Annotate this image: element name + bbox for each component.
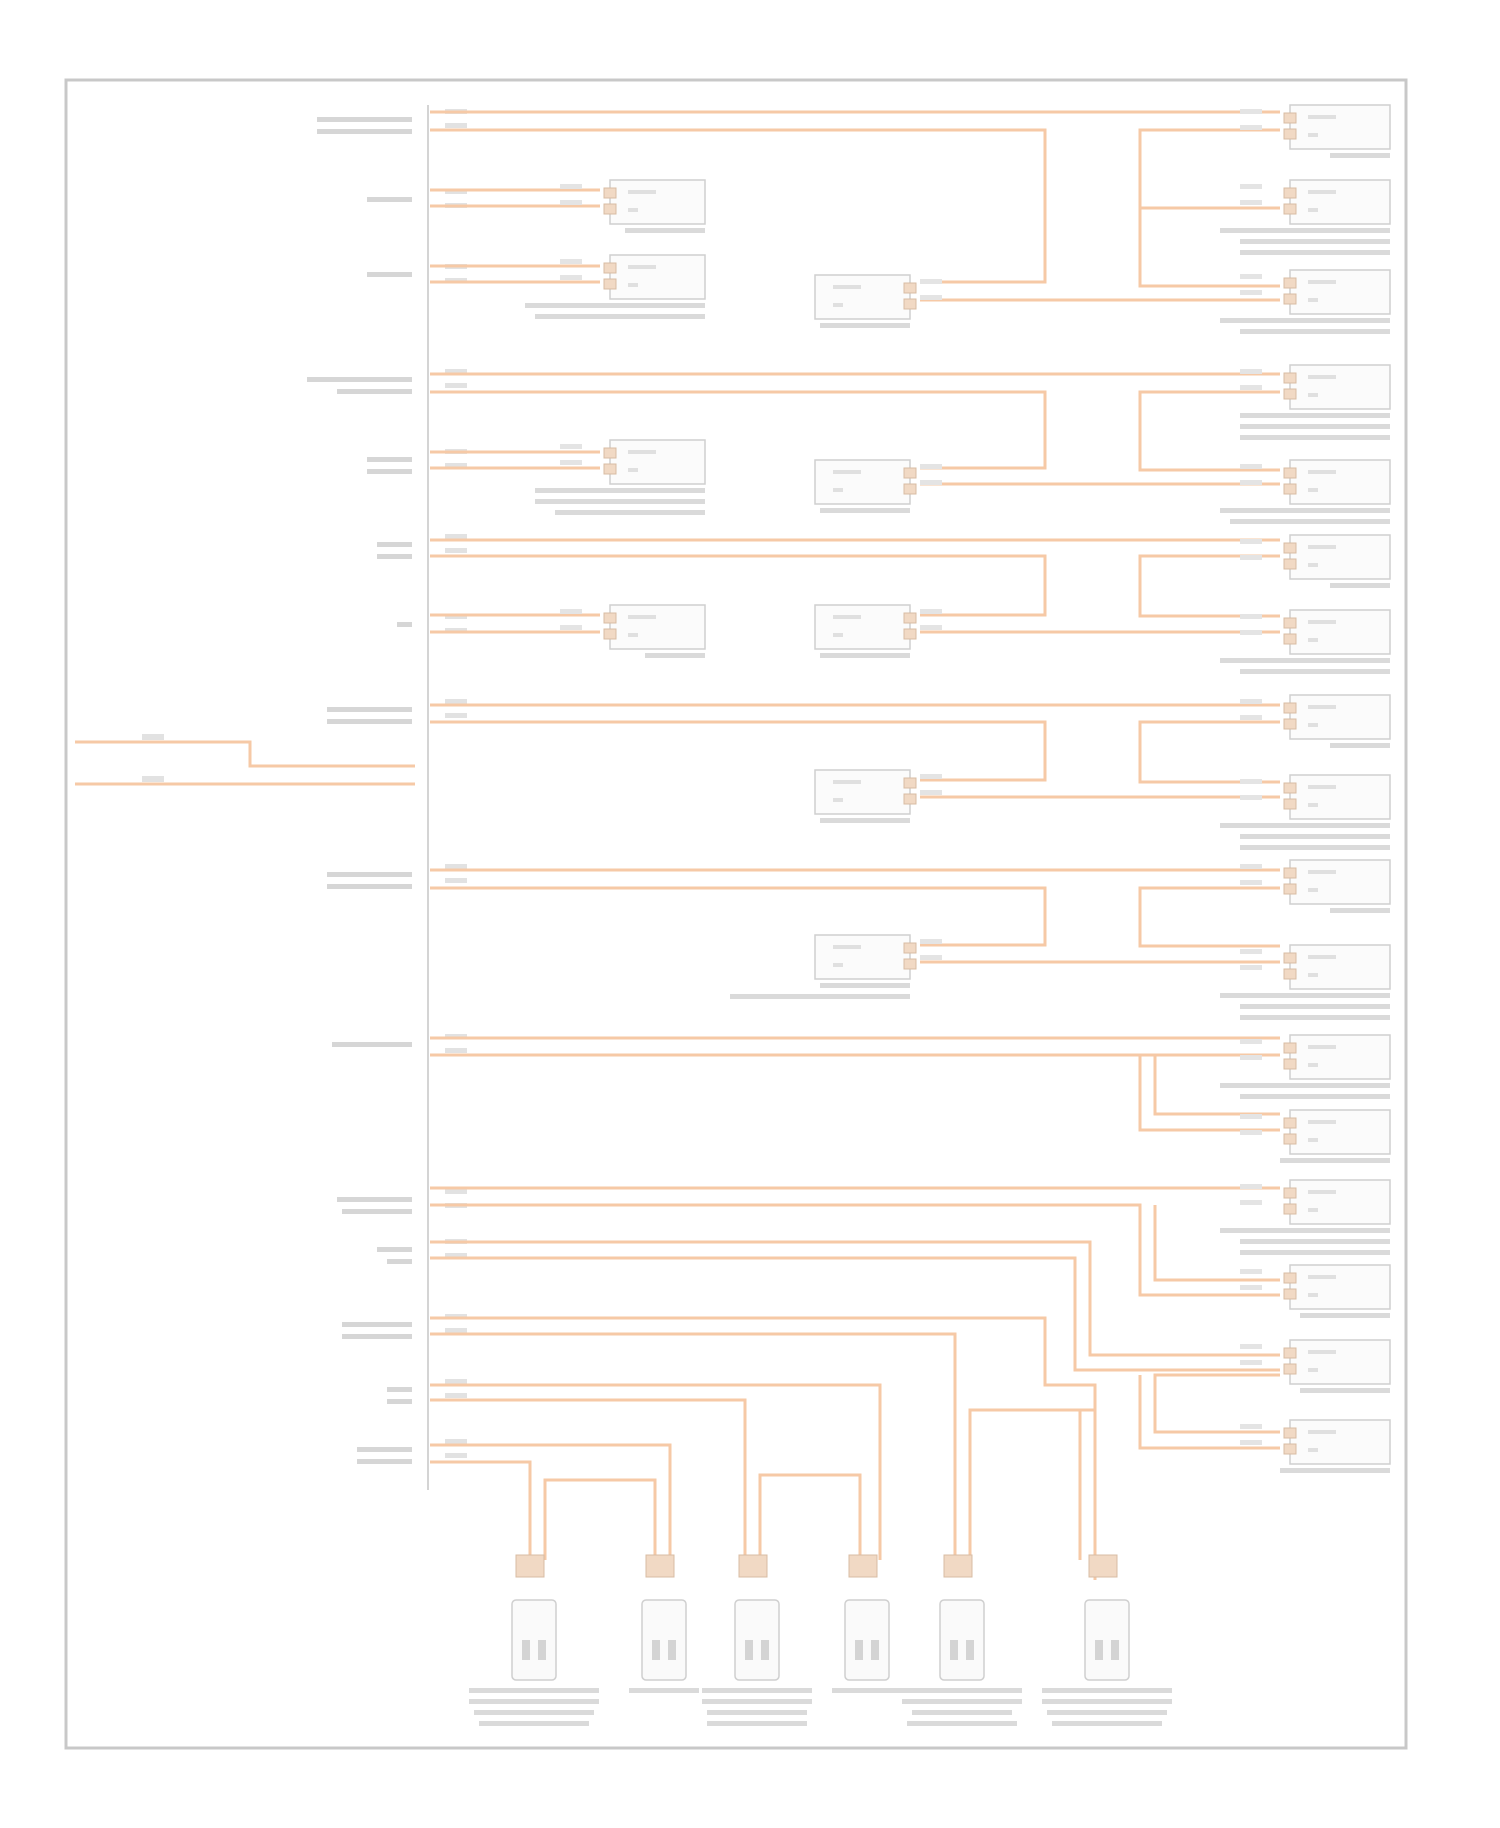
bottom-connector-5: [902, 1554, 1022, 1726]
right-module-15: [1240, 1264, 1391, 1318]
trunk-9-b: [430, 886, 1047, 947]
right-module-7: [1220, 609, 1391, 674]
trunk-10-tap: [1138, 1055, 1280, 1132]
right-module-4: [1240, 364, 1391, 440]
wire-tag: [445, 1393, 467, 1398]
bottom-connector-4: [832, 1554, 902, 1693]
circuit-label-4: [307, 377, 412, 394]
trunk-12-tap: [1153, 1373, 1280, 1434]
diagram-frame: [64, 78, 1408, 1750]
circuit-label-14: [387, 1387, 412, 1404]
right-module-9: [1220, 774, 1391, 850]
trunk-13-c: [968, 1408, 1095, 1560]
left-module-3: [535, 439, 706, 515]
trunk-11-b: [430, 1203, 1280, 1297]
right-module-14: [1220, 1179, 1391, 1255]
middle-module-4: [814, 769, 942, 823]
wire-tag: [445, 1439, 467, 1444]
trunk-12-tap2: [1138, 1375, 1280, 1450]
trunk-12-b: [430, 1256, 1280, 1372]
left-module-1: [560, 179, 706, 233]
trunk-10-tap2: [1153, 1055, 1280, 1116]
wire-tag: [445, 1328, 467, 1333]
bottom-connector-2: [629, 1554, 699, 1693]
wire-tag: [445, 1189, 467, 1194]
right-module-13: [1240, 1109, 1391, 1163]
middle-module-5: [730, 934, 942, 999]
circuit-label-3: [367, 272, 412, 277]
left-module-4: [560, 604, 706, 658]
trunk-12-a: [430, 1240, 1280, 1357]
bottom-connector-3: [702, 1554, 812, 1726]
wire-tag: [445, 123, 467, 128]
wire-tag: [445, 713, 467, 718]
circuit-label-1: [317, 117, 412, 134]
right-module-10: [1240, 859, 1391, 913]
wire-tag: [445, 534, 467, 539]
trunk-4-tap: [1138, 390, 1280, 472]
right-module-8: [1240, 694, 1391, 748]
trunk-8-b: [430, 720, 1047, 782]
circuit-label-11: [337, 1197, 412, 1214]
trunk-14-a: [430, 1383, 882, 1560]
right-module-3: [1220, 269, 1391, 334]
circuit-label-13: [342, 1322, 412, 1339]
middle-module-3: [814, 604, 942, 658]
right-module-1: [1240, 104, 1391, 158]
bottom-connector-6: [1042, 1554, 1172, 1726]
trunk-9-tap: [1138, 886, 1280, 948]
trunk-14-b: [430, 1398, 747, 1560]
circuit-label-10: [332, 1042, 412, 1047]
right-module-11: [1220, 944, 1391, 1020]
trunk-15-b: [430, 1460, 532, 1560]
circuit-label-12: [377, 1247, 412, 1264]
right-module-12: [1220, 1034, 1391, 1099]
middle-module-1: [814, 274, 942, 328]
wire-tag: [445, 1379, 467, 1384]
circuit-label-5: [367, 457, 412, 474]
circuit-label-6: [377, 542, 412, 559]
wire-tag: [445, 548, 467, 553]
circuit-label-7: [397, 622, 412, 627]
wire-tag: [445, 699, 467, 704]
right-module-2: [1220, 179, 1391, 255]
trunk-13-a: [430, 1316, 1097, 1580]
trunk-1-b: [430, 128, 1047, 284]
trunk-11-c: [1153, 1205, 1280, 1282]
trunk-8-tap: [1138, 720, 1280, 784]
right-module-16: [1240, 1339, 1391, 1393]
wire-tag: [445, 463, 467, 468]
right-module-5: [1220, 459, 1391, 524]
bottom-connector-1: [469, 1554, 599, 1726]
trunk-15-a: [430, 1443, 672, 1560]
wire-tag: [445, 1048, 467, 1053]
left-feed: [75, 740, 415, 786]
trunk-4-b: [430, 390, 1047, 470]
left-module-2: [525, 254, 706, 319]
circuit-label-8: [327, 707, 412, 724]
trunk-13-b: [430, 1332, 957, 1560]
trunk-6-b: [430, 554, 1047, 617]
right-module-6: [1240, 534, 1391, 588]
wire-tag: [445, 1453, 467, 1458]
wire-tag: [445, 1253, 467, 1258]
trunk-14-c: [758, 1473, 862, 1560]
trunk-6-tap: [1138, 554, 1280, 618]
circuit-label-2: [367, 197, 412, 202]
circuit-label-9: [327, 872, 412, 889]
circuit-label-15: [357, 1447, 412, 1464]
wire-tag: [445, 864, 467, 869]
right-module-17: [1240, 1419, 1391, 1473]
middle-module-2: [814, 459, 942, 513]
left-feed-tags: [142, 734, 164, 782]
wire-tag: [445, 878, 467, 883]
wire-tag: [445, 369, 467, 374]
wire-tag: [445, 383, 467, 388]
trunk-15-c: [543, 1478, 657, 1560]
